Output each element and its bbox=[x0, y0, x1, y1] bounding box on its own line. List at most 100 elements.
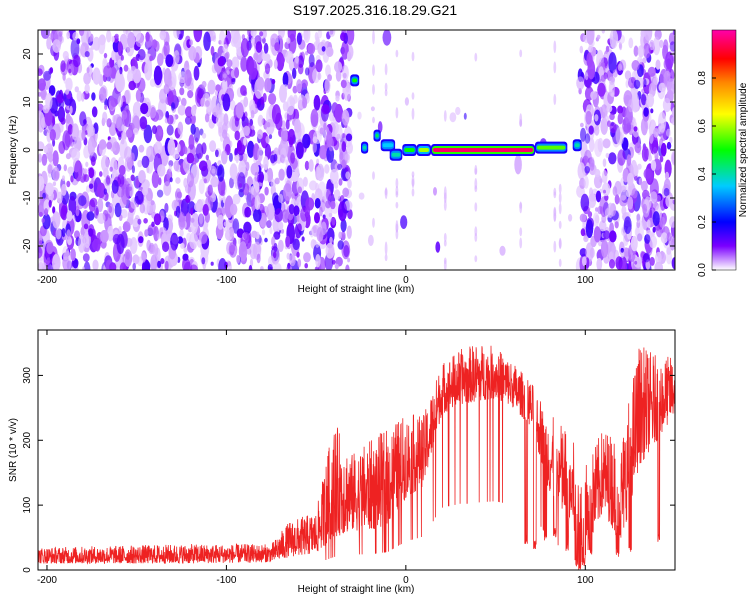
noise-speck bbox=[580, 122, 584, 128]
colorbar-gradient bbox=[711, 29, 737, 271]
noise-speck bbox=[248, 59, 258, 80]
noise-speck bbox=[325, 64, 331, 77]
noise-speck bbox=[184, 116, 192, 125]
spectrogram-y-tick-label: 20 bbox=[22, 48, 33, 60]
noise-speck bbox=[346, 51, 352, 62]
noise-speck bbox=[52, 166, 60, 182]
noise-speck bbox=[176, 143, 181, 153]
noise-speck bbox=[271, 245, 275, 251]
noise-speck bbox=[74, 160, 83, 182]
noise-speck bbox=[52, 39, 61, 53]
noise-speck bbox=[670, 150, 675, 166]
noise-speck bbox=[337, 163, 343, 170]
noise-speck bbox=[615, 256, 623, 270]
noise-speck bbox=[664, 171, 670, 180]
noise-speck bbox=[312, 141, 317, 153]
noise-speck bbox=[358, 192, 365, 200]
noise-speck bbox=[272, 192, 279, 206]
noise-speck bbox=[44, 208, 49, 216]
noise-speck bbox=[328, 30, 336, 37]
noise-speck bbox=[338, 231, 343, 239]
noise-speck bbox=[178, 33, 183, 39]
noise-speck bbox=[145, 31, 150, 42]
noise-speck bbox=[315, 241, 320, 248]
noise-speck bbox=[203, 178, 207, 184]
noise-speck bbox=[594, 139, 603, 157]
noise-speck bbox=[210, 176, 219, 188]
noise-speck bbox=[154, 141, 163, 155]
noise-speck bbox=[295, 167, 300, 178]
noise-speck bbox=[581, 256, 587, 267]
signal-core bbox=[537, 145, 566, 150]
noise-speck bbox=[265, 118, 275, 135]
noise-speck bbox=[218, 126, 223, 137]
noise-speck bbox=[302, 176, 308, 187]
noise-speck bbox=[640, 180, 648, 192]
spectrogram-noise bbox=[38, 30, 675, 270]
noise-speck bbox=[63, 164, 67, 172]
streak-speck bbox=[474, 226, 478, 237]
noise-speck bbox=[658, 82, 667, 93]
noise-speck bbox=[143, 124, 153, 144]
noise-speck bbox=[117, 95, 124, 108]
noise-speck bbox=[463, 112, 467, 120]
noise-speck bbox=[187, 90, 194, 99]
colorbar: 0.0 0.2 0.4 0.6 0.8 Normalized spectral ampl… bbox=[697, 29, 749, 277]
noise-speck bbox=[106, 118, 112, 128]
noise-speck bbox=[76, 38, 81, 45]
noise-speck bbox=[159, 30, 167, 41]
noise-speck bbox=[103, 188, 107, 195]
noise-speck bbox=[87, 47, 94, 62]
noise-speck bbox=[595, 207, 599, 212]
noise-speck bbox=[81, 130, 86, 141]
noise-speck bbox=[297, 55, 305, 68]
noise-speck bbox=[81, 266, 86, 270]
noise-speck bbox=[370, 106, 375, 112]
noise-speck bbox=[130, 152, 135, 162]
noise-speck bbox=[229, 227, 235, 238]
noise-speck bbox=[651, 139, 659, 154]
noise-speck bbox=[278, 30, 285, 39]
noise-speck bbox=[597, 82, 606, 97]
signal-core bbox=[404, 148, 415, 152]
streak-speck bbox=[411, 92, 415, 100]
noise-speck bbox=[615, 126, 625, 146]
colorbar-tick-label: 0.0 bbox=[697, 263, 708, 277]
streak-speck bbox=[443, 257, 447, 265]
noise-speck bbox=[343, 245, 350, 258]
noise-speck bbox=[329, 168, 339, 185]
noise-speck bbox=[177, 105, 186, 116]
noise-speck bbox=[219, 30, 226, 46]
noise-speck bbox=[120, 54, 124, 61]
noise-speck bbox=[110, 98, 118, 108]
noise-speck bbox=[297, 258, 302, 268]
noise-speck bbox=[138, 236, 144, 244]
spectrogram-x-tick-label: 100 bbox=[577, 275, 594, 286]
noise-speck bbox=[253, 52, 259, 61]
streak-speck bbox=[519, 202, 523, 209]
noise-speck bbox=[282, 84, 289, 91]
noise-speck bbox=[173, 160, 180, 172]
noise-speck bbox=[61, 228, 66, 238]
noise-speck bbox=[600, 104, 608, 119]
noise-speck bbox=[202, 132, 207, 139]
noise-speck bbox=[48, 85, 56, 96]
streak-speck bbox=[384, 187, 388, 200]
noise-speck bbox=[315, 254, 321, 268]
noise-speck bbox=[433, 187, 437, 196]
noise-speck bbox=[238, 238, 242, 245]
noise-speck bbox=[291, 192, 295, 200]
colorbar-ticks: 0.0 0.2 0.4 0.6 0.8 bbox=[697, 71, 716, 277]
streak-speck bbox=[384, 254, 388, 262]
noise-speck bbox=[71, 123, 80, 141]
noise-speck bbox=[302, 97, 308, 109]
noise-speck bbox=[602, 158, 607, 167]
snr-series-line bbox=[38, 345, 675, 570]
noise-speck bbox=[340, 79, 347, 89]
noise-speck bbox=[263, 53, 271, 62]
noise-speck bbox=[617, 149, 626, 166]
noise-speck bbox=[669, 41, 675, 52]
noise-speck bbox=[669, 216, 675, 228]
noise-speck bbox=[282, 72, 289, 87]
noise-speck bbox=[52, 206, 56, 214]
